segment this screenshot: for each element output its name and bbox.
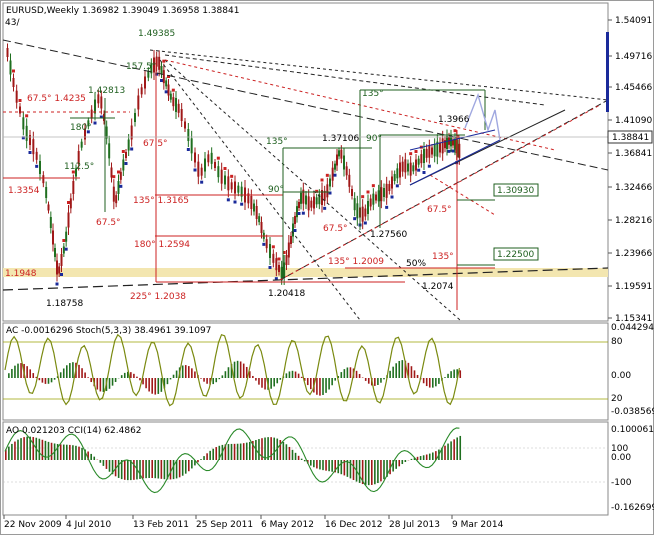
price-tick: 1.36841	[615, 149, 652, 159]
ac-axis: 0.044294 80 0.00 20 -0.038569	[611, 323, 654, 417]
ao-tick: 0.00	[611, 453, 631, 463]
level-box	[493, 183, 539, 197]
scroll-marker[interactable]	[606, 32, 609, 112]
annotation-p13966: 1.3966	[438, 115, 470, 125]
main-price-panel[interactable]: 1.49385 157.5° 1.42813 180° 67.5° 1.4235 67.5…	[2, 2, 609, 322]
annotation-p135_12009: 135° 1.2009	[328, 257, 384, 267]
time-tick: 28 Jul 2013	[389, 520, 440, 530]
annotation-p135a: 135°	[266, 137, 288, 147]
corner-label: 43/	[5, 18, 20, 28]
ac-tick: 0.044294	[611, 323, 654, 333]
time-axis: 22 Nov 2009 4 Jul 2010 13 Feb 2011 25 Sep 2…	[3, 515, 504, 530]
price-tick: 1.15341	[615, 314, 652, 324]
annotation-p675d: 67.5°	[323, 224, 348, 234]
annotation-p135_13165: 135° 1.3165	[133, 196, 189, 206]
annotation-p1125: 112.5°	[64, 162, 94, 172]
current-price-label: 1.38841	[612, 133, 649, 143]
time-tick: 6 May 2012	[261, 520, 314, 530]
annotation-p12074: 1.2074	[422, 282, 454, 292]
price-axis: 1.54091 1.49716 1.45466 1.41090 1.36841 1.324…	[608, 16, 652, 324]
annotation-p50: 50%	[406, 259, 426, 269]
annotation-p90b: 90°	[366, 134, 382, 144]
time-tick: 9 Mar 2014	[452, 520, 504, 530]
price-tick: 1.28216	[615, 216, 652, 226]
time-tick: 16 Dec 2012	[325, 520, 383, 530]
annotation-p12041: 1.20418	[268, 289, 305, 299]
annotation-p675e: 67.5°	[427, 205, 452, 215]
time-tick: 22 Nov 2009	[4, 520, 62, 530]
annotation-p180a: 180°	[70, 123, 92, 133]
time-tick: 13 Feb 2011	[133, 520, 189, 530]
ac-tick: 0.00	[611, 371, 631, 381]
annotation-p13354: 1.3354	[8, 186, 40, 196]
ao-tick: -100	[611, 478, 632, 488]
ao-cci-panel[interactable]	[2, 421, 609, 516]
annotation-p675_14235: 67.5° 1.4235	[27, 94, 86, 104]
annotation-p14985: 1.49385	[138, 29, 175, 39]
annotation-p13710: 1.37106	[322, 134, 359, 144]
annotation-p14281: 1.42813	[88, 86, 125, 96]
annotation-p675b: 67.5°	[143, 139, 168, 149]
annotation-p11948: 1.1948	[5, 269, 37, 279]
ao-axis: 0.100061 1000.00 -100 -0.162699	[611, 425, 654, 513]
time-tick: 4 Jul 2010	[66, 520, 111, 530]
ao-tick: -0.162699	[611, 503, 654, 513]
ac-stoch-panel[interactable]	[2, 322, 609, 421]
annotation-p90a: 90°	[268, 185, 284, 195]
level-label: 1.22500	[497, 250, 534, 260]
ac-title: AC -0.0016296 Stoch(5,3,3) 38.4961 39.10…	[6, 326, 211, 336]
annotation-p225_12038: 225° 1.2038	[130, 292, 186, 302]
chart-title: EURUSD,Weekly 1.36982 1.39049 1.36958 1.…	[6, 6, 239, 16]
price-tick: 1.54091	[615, 16, 652, 26]
annotation-p11875: 1.18758	[46, 299, 83, 309]
annotation-p180_12594: 180° 1.2594	[134, 240, 190, 250]
cci-line	[4, 427, 460, 494]
annotation-p135b: 135°	[362, 89, 384, 99]
ac-tick: 20	[611, 394, 623, 404]
ac-tick: -0.038569	[611, 407, 654, 417]
price-tick: 1.19591	[615, 282, 652, 292]
ac-tick: 80	[611, 337, 623, 347]
level-box	[493, 247, 539, 261]
price-tick: 1.32466	[615, 183, 652, 193]
level-label: 1.30930	[497, 186, 534, 196]
ao-tick: 100	[611, 444, 628, 454]
time-tick: 25 Sep 2011	[196, 520, 253, 530]
annotation-p135c: 135°	[432, 252, 454, 262]
annotation-p675c: 67.5°	[96, 218, 121, 228]
price-tick: 1.49716	[615, 52, 652, 62]
annotation-p1575: 157.5°	[126, 62, 156, 72]
stochastic-line	[4, 333, 460, 407]
ao-title: AO 0.021203 CCI(14) 62.4862	[6, 426, 142, 436]
price-tick: 1.45466	[615, 83, 652, 93]
trend-lines	[2, 39, 609, 321]
support-band	[3, 268, 608, 277]
ao-tick: 0.100061	[611, 425, 654, 435]
current-price-box	[607, 130, 653, 144]
price-tick: 1.41090	[615, 116, 652, 126]
annotation-p12756: 1.27560	[370, 230, 407, 240]
price-tick: 1.23966	[615, 249, 652, 259]
